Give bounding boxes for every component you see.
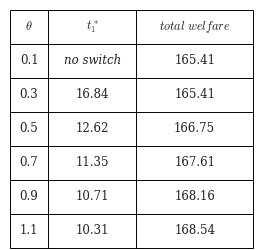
Text: 0.9: 0.9 — [20, 190, 38, 203]
Text: 167.61: 167.61 — [174, 156, 215, 169]
Text: 0.7: 0.7 — [20, 156, 38, 169]
Text: 10.31: 10.31 — [75, 224, 109, 237]
Text: 10.71: 10.71 — [75, 190, 109, 203]
Text: 165.41: 165.41 — [174, 88, 215, 101]
Text: 0.1: 0.1 — [20, 54, 38, 68]
Text: 12.62: 12.62 — [76, 122, 109, 135]
Text: 168.54: 168.54 — [174, 224, 215, 237]
Text: $total\ welfare$: $total\ welfare$ — [159, 19, 230, 35]
Text: 0.3: 0.3 — [20, 88, 38, 101]
Text: 165.41: 165.41 — [174, 54, 215, 68]
Text: 11.35: 11.35 — [75, 156, 109, 169]
Text: 168.16: 168.16 — [174, 190, 215, 203]
Text: 0.5: 0.5 — [20, 122, 38, 135]
Text: 166.75: 166.75 — [174, 122, 215, 135]
Text: no switch: no switch — [63, 54, 121, 68]
Text: $t_1^*$: $t_1^*$ — [86, 19, 99, 35]
Text: $\theta$: $\theta$ — [25, 20, 33, 34]
Text: 1.1: 1.1 — [20, 224, 38, 237]
Text: 16.84: 16.84 — [75, 88, 109, 101]
